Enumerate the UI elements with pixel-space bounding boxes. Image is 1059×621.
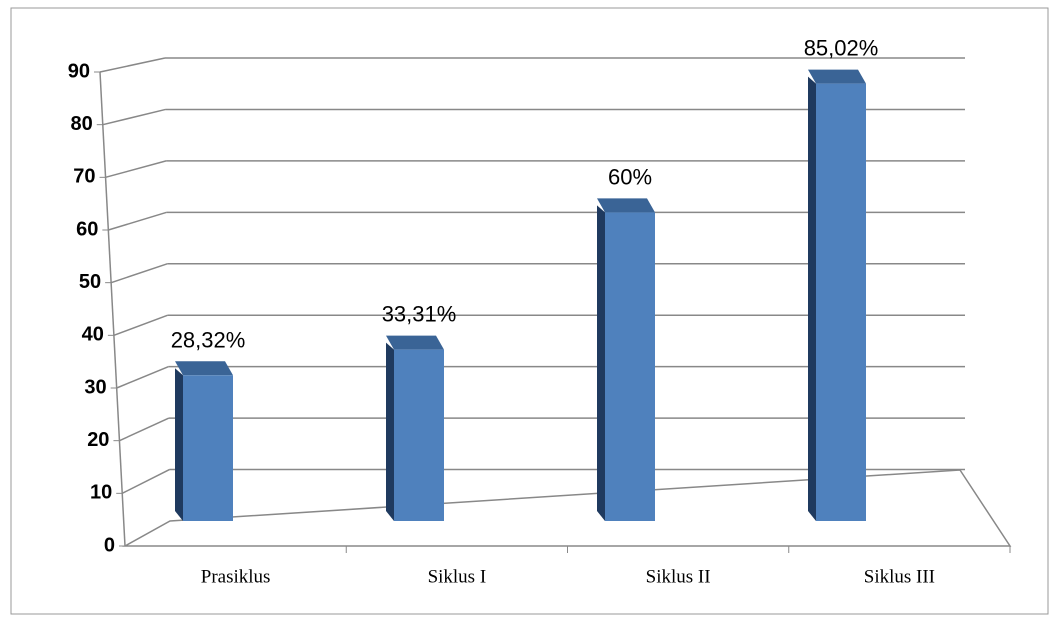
bar	[394, 349, 444, 521]
x-tick-label: Prasiklus	[201, 566, 271, 587]
y-tick-label: 0	[104, 534, 115, 556]
bar-side	[808, 76, 816, 522]
bar-side	[597, 205, 605, 522]
y-tick-label: 20	[87, 429, 109, 451]
value-label: 33,31%	[382, 302, 457, 327]
bar	[816, 83, 866, 522]
bar-side	[175, 368, 183, 521]
bar-top	[597, 198, 655, 213]
grid-diagonal	[102, 108, 166, 126]
grid-diagonal	[110, 263, 168, 284]
grid-diagonal	[113, 314, 169, 337]
value-label: 85,02%	[804, 36, 879, 61]
value-label: 28,32%	[171, 327, 246, 352]
grid-diagonal	[108, 211, 167, 231]
y-tick-label: 80	[71, 113, 93, 135]
x-tick-label: Siklus I	[428, 566, 487, 587]
bar-top	[175, 361, 233, 376]
x-tick-label: Siklus II	[646, 566, 711, 587]
y-tick-label: 90	[68, 60, 90, 82]
grid-diagonal	[121, 468, 170, 495]
bar-top	[386, 335, 444, 350]
y-axis	[99, 71, 126, 547]
bar	[183, 375, 233, 521]
y-tick-label: 60	[76, 218, 98, 240]
grid-diagonal	[119, 417, 170, 442]
grid-diagonal	[99, 57, 166, 73]
bar-side	[386, 342, 394, 521]
bar	[605, 212, 655, 522]
y-tick-label: 40	[82, 324, 104, 346]
x-tick-label: Siklus III	[864, 566, 935, 587]
y-tick-label: 70	[73, 166, 95, 188]
value-label: 60%	[608, 164, 652, 189]
y-tick-label: 30	[84, 376, 106, 398]
y-tick-label: 50	[79, 271, 101, 293]
grid-diagonal	[105, 160, 167, 179]
y-tick-label: 10	[90, 482, 112, 504]
bar-top	[808, 69, 866, 84]
grid-diagonal	[116, 365, 169, 389]
